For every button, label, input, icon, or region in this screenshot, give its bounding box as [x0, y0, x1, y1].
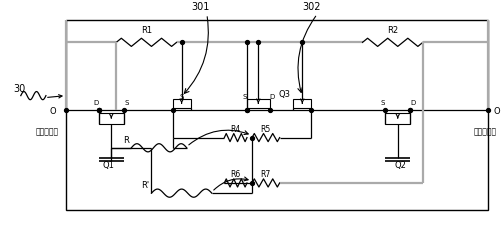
Text: Q3: Q3: [279, 89, 291, 98]
Bar: [99, 113, 124, 124]
Bar: [385, 113, 410, 124]
Bar: [172, 99, 191, 109]
Text: R6: R6: [230, 169, 241, 178]
Text: R7: R7: [261, 169, 271, 178]
Text: S: S: [381, 99, 385, 105]
Text: D: D: [410, 99, 415, 105]
Text: 301: 301: [192, 3, 210, 12]
Text: S: S: [124, 99, 129, 105]
Text: R2: R2: [387, 26, 398, 35]
Text: 302: 302: [302, 3, 321, 12]
Bar: [66, 21, 488, 210]
Text: R5: R5: [261, 124, 271, 133]
Text: Q1: Q1: [103, 160, 115, 169]
Text: S: S: [242, 93, 246, 99]
Text: 模块输出端: 模块输出端: [473, 127, 496, 136]
Text: Q2: Q2: [394, 160, 406, 169]
Bar: [247, 99, 270, 109]
Text: R1: R1: [141, 26, 152, 35]
Text: R4: R4: [230, 124, 241, 133]
Text: O: O: [493, 106, 500, 115]
Text: S: S: [179, 93, 184, 99]
Text: O: O: [49, 106, 56, 115]
Text: R: R: [123, 136, 129, 144]
Text: D: D: [94, 99, 99, 105]
Bar: [293, 99, 311, 109]
Text: D: D: [270, 93, 275, 99]
Text: 模块输入端: 模块输入端: [36, 127, 59, 136]
Text: 30: 30: [13, 83, 26, 93]
Text: R': R': [141, 181, 149, 190]
